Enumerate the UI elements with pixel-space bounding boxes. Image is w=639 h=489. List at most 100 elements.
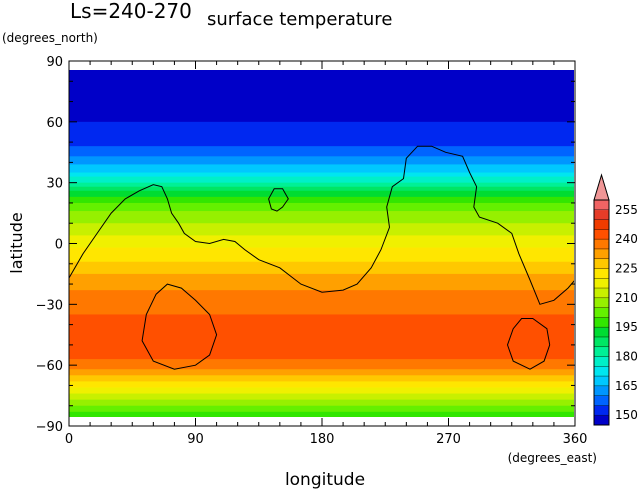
colorbar-swatch bbox=[594, 297, 609, 309]
field-band bbox=[69, 365, 574, 368]
field-band bbox=[69, 215, 574, 218]
field-band bbox=[69, 275, 574, 279]
field-band bbox=[69, 355, 574, 358]
field-band bbox=[69, 239, 574, 243]
field-band bbox=[69, 186, 574, 190]
field-band bbox=[69, 340, 574, 344]
field-band bbox=[69, 95, 574, 99]
field-band bbox=[69, 101, 574, 105]
field-band bbox=[69, 87, 574, 90]
field-band bbox=[69, 387, 574, 391]
field-band bbox=[69, 395, 574, 399]
field-band bbox=[69, 306, 574, 309]
field-band bbox=[69, 176, 574, 180]
field-band bbox=[69, 273, 574, 277]
field-band bbox=[69, 160, 574, 163]
field-band bbox=[69, 312, 574, 316]
field-band bbox=[69, 75, 574, 78]
field-band bbox=[69, 348, 574, 352]
field-band bbox=[69, 196, 574, 200]
field-band bbox=[69, 411, 574, 415]
field-band bbox=[69, 377, 574, 380]
field-band bbox=[69, 255, 574, 259]
field-band bbox=[69, 217, 574, 220]
field-band bbox=[69, 142, 574, 145]
field-band bbox=[69, 324, 574, 328]
field-band bbox=[69, 180, 574, 184]
field-band bbox=[69, 296, 574, 299]
field-band bbox=[69, 326, 574, 330]
field-band bbox=[69, 294, 574, 297]
field-band bbox=[69, 405, 574, 409]
field-band bbox=[69, 288, 574, 291]
field-band bbox=[69, 249, 574, 253]
field-band bbox=[69, 342, 574, 346]
colorbar-swatch bbox=[594, 327, 609, 338]
field-band bbox=[69, 379, 574, 382]
field-band bbox=[69, 121, 574, 125]
colorbar-label: 165 bbox=[615, 379, 638, 393]
field-band bbox=[69, 188, 574, 192]
field-band bbox=[69, 330, 574, 334]
field-band bbox=[69, 158, 574, 161]
field-band bbox=[69, 350, 574, 354]
colorbar-label: 225 bbox=[615, 261, 638, 275]
y-tick-label: −60 bbox=[36, 359, 63, 374]
field-band bbox=[69, 332, 574, 336]
field-band bbox=[69, 302, 574, 305]
colorbar-swatch bbox=[594, 395, 609, 406]
field-band bbox=[69, 81, 574, 84]
field-band bbox=[69, 280, 574, 283]
colorbar-label: 180 bbox=[615, 350, 638, 364]
field-band bbox=[69, 113, 574, 117]
colorbar-swatch bbox=[594, 288, 609, 299]
field-band bbox=[69, 338, 574, 342]
field-band bbox=[69, 383, 574, 387]
field-band bbox=[69, 134, 574, 137]
chart-title: surface temperature bbox=[207, 9, 392, 30]
y-tick-label: 60 bbox=[46, 116, 63, 131]
field-band bbox=[69, 146, 574, 149]
field-band bbox=[69, 209, 574, 212]
colorbar-label: 150 bbox=[615, 408, 638, 422]
field-band bbox=[69, 129, 574, 133]
field-band bbox=[69, 401, 574, 405]
field-band bbox=[69, 247, 574, 251]
colorbar-label: 255 bbox=[615, 203, 638, 217]
axes: 0 90 180 270 360 90 60 30 0 −30 −60 −90 bbox=[36, 55, 588, 447]
field-band bbox=[69, 166, 574, 170]
field-band bbox=[69, 150, 574, 153]
field-band bbox=[69, 225, 574, 228]
field-band bbox=[69, 202, 574, 206]
colorbar-overflow-arrow bbox=[593, 173, 610, 201]
x-unit-label: (degrees_east) bbox=[508, 451, 597, 465]
field-band bbox=[69, 389, 574, 393]
field-band bbox=[69, 136, 574, 139]
field-band bbox=[69, 223, 574, 226]
field-band bbox=[69, 259, 574, 263]
field-band bbox=[69, 334, 574, 338]
field-band bbox=[69, 375, 574, 378]
field-band bbox=[69, 168, 574, 172]
field-band bbox=[69, 407, 574, 411]
field-band bbox=[69, 97, 574, 101]
closed-contour bbox=[141, 283, 218, 370]
field-band bbox=[69, 85, 574, 88]
field-band bbox=[69, 111, 574, 115]
field-band bbox=[69, 320, 574, 324]
field-band bbox=[69, 413, 574, 417]
colorbar-swatch bbox=[594, 268, 609, 279]
colorbar-swatch bbox=[594, 317, 609, 328]
field-band bbox=[69, 207, 574, 210]
field-band bbox=[69, 164, 574, 168]
colorbar-swatch bbox=[594, 239, 609, 250]
field-band bbox=[69, 357, 574, 360]
y-tick-label: 30 bbox=[46, 177, 63, 192]
field-band bbox=[69, 397, 574, 401]
field-band bbox=[69, 235, 574, 239]
field-band bbox=[69, 253, 574, 257]
field-band bbox=[69, 300, 574, 303]
colorbar-swatch bbox=[594, 376, 609, 387]
field-band bbox=[69, 369, 574, 372]
